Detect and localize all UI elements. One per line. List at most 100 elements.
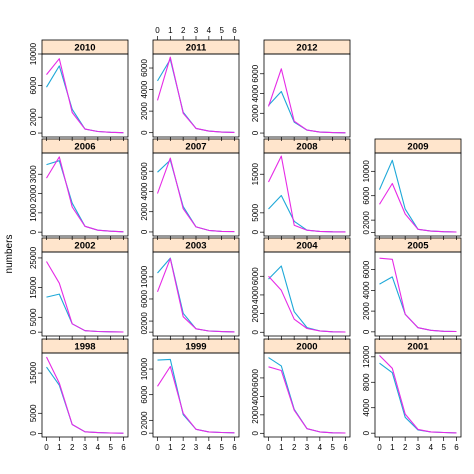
panel-frame (263, 251, 351, 337)
panel-frame (263, 352, 351, 438)
y-tick-label: 5000 (29, 308, 38, 326)
x-tick-label: 0 (44, 443, 49, 452)
y-tick-label: 2000 (140, 312, 149, 330)
series-line-2 (379, 182, 457, 233)
panel-strip-label: 2008 (296, 142, 317, 153)
x-tick-label: 0 (377, 443, 382, 452)
y-tick-label: 10000 (140, 265, 149, 288)
panel-strip-label: 2000 (296, 342, 317, 353)
x-tick-label: 4 (96, 443, 101, 452)
y-tick-label: 10000 (362, 160, 371, 183)
panel-frame (263, 53, 351, 138)
panel-strip-label: 1999 (185, 342, 206, 353)
y-tick-label: 25000 (29, 246, 38, 269)
x-tick-label: 4 (429, 443, 434, 452)
panel-strip-label: 2002 (74, 241, 95, 252)
y-tick-label: 0 (251, 329, 260, 334)
series-line-2 (46, 356, 124, 434)
x-tick-label: 3 (305, 443, 310, 452)
series-line-1 (268, 194, 346, 233)
series-line-1 (268, 265, 346, 333)
panel-frame (152, 152, 240, 237)
series-line-1 (378, 159, 457, 233)
y-tick-label: 6000 (362, 186, 371, 204)
y-tick-label: 6000 (140, 162, 149, 180)
series-line-1 (46, 366, 124, 434)
series-line-1 (268, 357, 346, 434)
x-top-tick-label: 4 (207, 26, 212, 35)
panel-strip-label: 2005 (407, 241, 429, 252)
y-tick-label: 0 (29, 329, 38, 334)
series-line-2 (156, 56, 235, 133)
x-tick-label: 4 (207, 443, 212, 452)
panel-strip-label: 2007 (185, 142, 206, 153)
panel-strip-label: 2010 (74, 43, 95, 54)
y-tick-label: 0 (251, 229, 260, 234)
y-tick-label: 0 (362, 230, 371, 235)
y-tick-label: 2000 (362, 211, 371, 229)
x-tick-label: 3 (83, 443, 88, 452)
y-tick-label: 4000 (140, 182, 149, 200)
series-line-2 (46, 156, 124, 233)
y-tick-label: 0 (362, 430, 371, 435)
y-tick-label: 2000 (251, 304, 260, 322)
series-line-2 (379, 257, 457, 333)
y-tick-label: 0 (29, 431, 38, 436)
x-tick-label: 1 (57, 443, 62, 452)
x-tick-label: 4 (318, 443, 323, 452)
series-line-1 (46, 65, 124, 134)
y-tick-label: 0 (140, 229, 149, 234)
y-tick-label: 12000 (362, 345, 371, 368)
panel-2005: 2005 0 2000 4000 6000 (362, 237, 462, 340)
x-tick-label: 1 (390, 443, 395, 452)
series-line-2 (379, 355, 457, 434)
y-tick-label: 0 (140, 430, 149, 435)
x-tick-label: 2 (403, 443, 408, 452)
panel-frame (374, 152, 462, 237)
panel-frame (263, 152, 351, 237)
series-line-2 (157, 365, 235, 434)
series-line-2 (268, 275, 346, 333)
x-tick-label: 2 (292, 443, 297, 452)
y-tick-label: 5000 (29, 404, 38, 422)
y-tick-label: 15000 (251, 163, 260, 186)
y-tick-label: 2000 (140, 202, 149, 220)
x-top-tick-label: 5 (219, 26, 224, 35)
y-tick-label: 2000 (362, 302, 371, 320)
panel-2012: 2012 0 2000 4000 6000 (251, 39, 351, 141)
y-tick-label: 4000 (251, 84, 260, 102)
panel-strip-label: 2001 (407, 342, 429, 353)
x-tick-label: 3 (416, 443, 421, 452)
series-line-2 (156, 258, 235, 333)
series-line-2 (46, 58, 124, 134)
series-line-2 (268, 155, 346, 233)
panel-strip-label: 2006 (74, 142, 95, 153)
y-tick-label: 4000 (362, 398, 371, 416)
y-tick-label: 6000 (251, 64, 260, 82)
x-tick-label: 6 (343, 443, 348, 452)
x-tick-label: 6 (232, 443, 237, 452)
y-tick-label: 4000 (362, 281, 371, 299)
y-tick-label: 2000 (140, 102, 149, 120)
y-tick-label: 2000 (29, 184, 38, 202)
panel-2010: 2010 0 2000 6000 10000 (29, 39, 129, 141)
series-line-1 (46, 160, 124, 233)
series-line-2 (268, 366, 346, 434)
panel-frame (41, 152, 129, 237)
y-tick-label: 2000 (29, 108, 38, 126)
x-tick-label: 5 (441, 443, 446, 452)
x-tick-label: 0 (266, 443, 271, 452)
panel-strip-label: 2011 (186, 43, 207, 54)
y-tick-label: 15000 (29, 276, 38, 299)
series-line-1 (157, 257, 235, 333)
y-tick-label: 5000 (251, 203, 260, 221)
x-tick-label: 1 (279, 443, 284, 452)
panel-strip-label: 2003 (185, 241, 206, 252)
panel-2002: 2002 0 5000 15000 25000 (29, 237, 129, 340)
y-tick-label: 4000 (251, 387, 260, 405)
panel-frame (41, 251, 129, 337)
